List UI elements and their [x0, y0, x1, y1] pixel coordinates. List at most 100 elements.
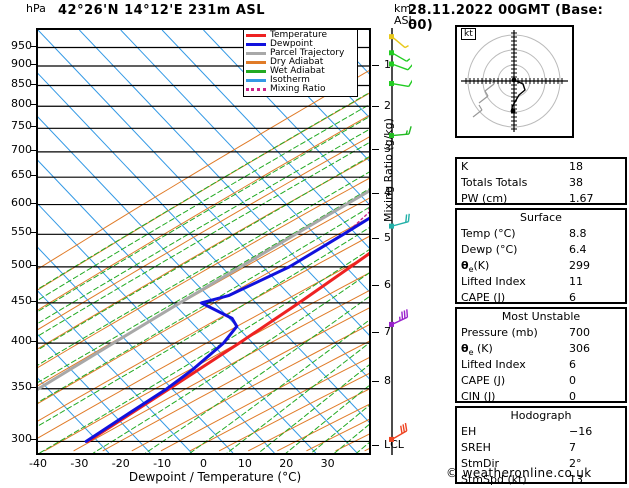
surface-row: CAPE (J)6: [457, 290, 625, 306]
table-key: Totals Totals: [461, 175, 569, 191]
temperature-tick-label: 10: [230, 457, 260, 470]
table-value: 299: [569, 258, 621, 274]
table-value: 38: [569, 175, 621, 191]
hodograph-point: [512, 78, 517, 83]
table-value: 1.67: [569, 191, 621, 207]
hodograph-barb-staff: [473, 110, 482, 117]
hodograph-point: [511, 109, 516, 114]
wind-barb-staff: [392, 53, 407, 62]
wind-barb-flag: [405, 423, 406, 431]
hodograph-unit-label: kt: [461, 28, 476, 40]
pressure-tick: [31, 203, 37, 204]
table-value: 11: [569, 274, 621, 290]
table-key: SREH: [461, 440, 569, 456]
page-title: 42°26'N 14°12'E 231m ASL: [58, 3, 265, 18]
pressure-tick-label: 500: [2, 258, 32, 271]
pressure-tick: [31, 232, 37, 233]
pressure-tick: [31, 150, 37, 151]
table-title: Hodograph: [457, 408, 625, 424]
table-value: 700: [569, 325, 621, 341]
table-key: θe (K): [461, 341, 569, 357]
pressure-tick: [31, 301, 37, 302]
temperature-tick-label: -20: [106, 457, 136, 470]
wind-barb-flag: [402, 312, 403, 320]
legend-swatch: [246, 61, 266, 64]
table-value: 306: [569, 341, 621, 357]
hodograph-canvas: [457, 27, 572, 136]
pressure-tick-label: 800: [2, 97, 32, 110]
pressure-tick: [31, 265, 37, 266]
hodograph-barb-flag: [479, 105, 482, 110]
table-value: 0: [569, 389, 621, 405]
pressure-tick-label: 950: [2, 39, 32, 52]
wind-barb-half-flag: [407, 59, 410, 62]
table-value: 6.4: [569, 242, 621, 258]
pressure-tick: [31, 84, 37, 85]
temperature-tick-label: -10: [147, 457, 177, 470]
temperature-tick-label: 0: [189, 457, 219, 470]
surface-row: θe(K)299: [457, 258, 625, 274]
pressure-tick: [31, 175, 37, 176]
hodograph-plot: [455, 25, 574, 138]
table-key: Pressure (mb): [461, 325, 569, 341]
wind-barb-flag: [409, 80, 412, 87]
pressure-tick-label: 650: [2, 168, 32, 181]
table-key: PW (cm): [461, 191, 569, 207]
hodograph-wind-barb: [473, 105, 482, 117]
wind-barb-column: [372, 28, 412, 455]
wind-barb-staff: [392, 64, 408, 70]
wind-barb-staff: [392, 37, 405, 48]
most-unstable-row: θe (K)306: [457, 341, 625, 357]
footer-credit: © weatheronline.co.uk: [446, 466, 592, 480]
surface-row: Dewp (°C)6.4: [457, 242, 625, 258]
table-title: Surface: [457, 210, 625, 226]
pressure-tick: [31, 341, 37, 342]
isotherm-line: [38, 30, 150, 453]
wind-barb-half-flag: [405, 46, 408, 48]
wind-barb-flag: [404, 310, 405, 318]
hodograph-row: EH−16: [457, 424, 625, 440]
pressure-tick-label: 550: [2, 225, 32, 238]
legend-label: Mixing Ratio: [270, 85, 325, 94]
wind-barb-flag: [401, 426, 402, 434]
table-title: Most Unstable: [457, 309, 625, 325]
pressure-tick-label: 600: [2, 196, 32, 209]
temperature-tick-label: -30: [64, 457, 94, 470]
wind-barb-flag: [406, 214, 407, 222]
table-value: 6: [569, 290, 621, 306]
legend-swatch: [246, 70, 266, 73]
table-key: EH: [461, 424, 569, 440]
table-key: Lifted Index: [461, 274, 569, 290]
pressure-tick: [31, 387, 37, 388]
wind-barb-flag: [407, 309, 408, 317]
table-key: Lifted Index: [461, 357, 569, 373]
surface-row: Temp (°C)8.8: [457, 226, 625, 242]
legend-swatch: [246, 88, 266, 91]
temperature-tick-label: 20: [271, 457, 301, 470]
hodograph-barb-staff: [479, 96, 488, 103]
table-value: 18: [569, 159, 621, 175]
hodograph-barb-staff: [485, 84, 494, 91]
pressure-tick-label: 750: [2, 119, 32, 132]
pressure-tick: [31, 64, 37, 65]
table-key: CIN (J): [461, 389, 569, 405]
temperature-tick-label: 30: [313, 457, 343, 470]
pressure-tick: [31, 439, 37, 440]
hodograph-wind-barb: [479, 91, 488, 103]
table-value: 0: [569, 373, 621, 389]
table-key: K: [461, 159, 569, 175]
wind-barb-flag: [409, 126, 411, 134]
legend-swatch: [246, 52, 266, 55]
table-value: 7: [569, 440, 621, 456]
table-value: 8.8: [569, 226, 621, 242]
pressure-tick-label: 700: [2, 143, 32, 156]
most-unstable-row: CAPE (J)0: [457, 373, 625, 389]
wind-barb-staff: [392, 84, 409, 87]
